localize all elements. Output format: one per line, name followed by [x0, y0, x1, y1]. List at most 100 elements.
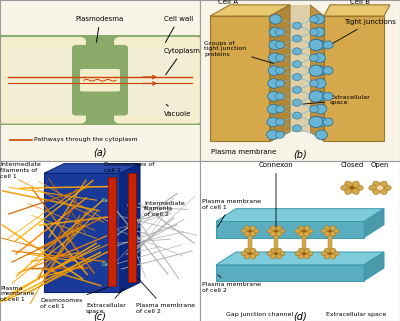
Ellipse shape — [345, 188, 352, 195]
Ellipse shape — [241, 229, 248, 233]
Ellipse shape — [332, 229, 339, 233]
Text: Desm: Desm — [102, 198, 116, 203]
Bar — [302, 233, 306, 252]
Circle shape — [276, 67, 284, 74]
Ellipse shape — [304, 248, 310, 254]
Ellipse shape — [244, 248, 250, 254]
Circle shape — [310, 93, 318, 100]
Ellipse shape — [278, 251, 285, 256]
Ellipse shape — [252, 251, 259, 256]
Circle shape — [302, 252, 306, 255]
Circle shape — [269, 27, 281, 37]
Circle shape — [310, 54, 318, 61]
Polygon shape — [270, 5, 290, 141]
Circle shape — [268, 66, 280, 75]
Text: Plasma membrane
of cell 1: Plasma membrane of cell 1 — [202, 199, 261, 227]
Circle shape — [310, 41, 318, 48]
Ellipse shape — [270, 231, 276, 237]
Ellipse shape — [270, 226, 276, 231]
Ellipse shape — [298, 231, 304, 237]
Text: Plasma
membrane
of cell 1: Plasma membrane of cell 1 — [0, 286, 34, 302]
Ellipse shape — [278, 229, 285, 233]
Polygon shape — [364, 252, 384, 281]
Text: Open: Open — [371, 162, 389, 168]
Circle shape — [293, 112, 302, 119]
Circle shape — [276, 93, 284, 100]
FancyBboxPatch shape — [128, 48, 192, 116]
Circle shape — [350, 186, 354, 190]
Ellipse shape — [250, 254, 256, 259]
Text: Cytoplasm: Cytoplasm — [164, 48, 201, 75]
Polygon shape — [216, 209, 384, 221]
Ellipse shape — [250, 231, 256, 237]
Bar — [328, 233, 332, 252]
Text: (a): (a) — [93, 148, 107, 158]
Ellipse shape — [244, 226, 250, 231]
Circle shape — [313, 27, 325, 37]
Ellipse shape — [295, 229, 302, 233]
Ellipse shape — [306, 251, 313, 256]
Circle shape — [268, 79, 280, 88]
Ellipse shape — [369, 185, 377, 191]
Text: Plasma membrane: Plasma membrane — [211, 149, 277, 155]
Bar — [0, 35, 200, 125]
Circle shape — [309, 116, 323, 128]
Ellipse shape — [324, 231, 330, 237]
Polygon shape — [324, 5, 390, 16]
Circle shape — [313, 40, 325, 50]
Circle shape — [376, 185, 384, 191]
Circle shape — [323, 41, 333, 49]
Ellipse shape — [244, 254, 250, 259]
Polygon shape — [364, 209, 384, 238]
Circle shape — [314, 79, 326, 88]
Ellipse shape — [355, 185, 363, 191]
Ellipse shape — [304, 226, 310, 231]
Ellipse shape — [373, 181, 380, 187]
Ellipse shape — [332, 251, 339, 256]
Ellipse shape — [267, 229, 274, 233]
Ellipse shape — [380, 181, 387, 187]
Polygon shape — [270, 5, 290, 141]
Ellipse shape — [244, 231, 250, 237]
Ellipse shape — [324, 226, 330, 231]
Text: (d): (d) — [293, 311, 307, 321]
Polygon shape — [210, 5, 290, 16]
Ellipse shape — [321, 229, 328, 233]
Polygon shape — [216, 252, 384, 265]
Circle shape — [309, 65, 323, 76]
Circle shape — [269, 40, 281, 50]
Ellipse shape — [304, 254, 310, 259]
Ellipse shape — [373, 188, 380, 195]
Text: Closed: Closed — [340, 162, 364, 168]
Circle shape — [276, 80, 284, 87]
Circle shape — [276, 131, 284, 138]
Ellipse shape — [330, 254, 336, 259]
Circle shape — [323, 92, 333, 100]
Text: Desmosomes
of cell 1: Desmosomes of cell 1 — [40, 287, 109, 309]
Ellipse shape — [276, 254, 282, 259]
Circle shape — [293, 22, 302, 29]
Ellipse shape — [330, 248, 336, 254]
Ellipse shape — [324, 254, 330, 259]
Circle shape — [314, 66, 326, 75]
Circle shape — [293, 74, 302, 81]
Circle shape — [314, 53, 326, 63]
Ellipse shape — [295, 251, 302, 256]
Text: Plasma membrane
of cell 2: Plasma membrane of cell 2 — [202, 275, 261, 293]
Circle shape — [310, 106, 318, 113]
Circle shape — [315, 130, 327, 140]
Circle shape — [268, 91, 280, 101]
Ellipse shape — [330, 231, 336, 237]
Circle shape — [312, 14, 324, 24]
Text: Extracellular space: Extracellular space — [326, 312, 386, 317]
Circle shape — [276, 54, 284, 61]
Text: Desm: Desm — [102, 262, 116, 267]
Circle shape — [268, 53, 280, 63]
Text: Plasmodesma: Plasmodesma — [76, 16, 124, 42]
Text: Extracellular
space: Extracellular space — [86, 288, 126, 314]
Ellipse shape — [298, 254, 304, 259]
Polygon shape — [44, 164, 140, 173]
Ellipse shape — [352, 181, 359, 187]
Circle shape — [248, 230, 252, 233]
Text: Desmosomes of
cell 2: Desmosomes of cell 2 — [104, 162, 154, 180]
